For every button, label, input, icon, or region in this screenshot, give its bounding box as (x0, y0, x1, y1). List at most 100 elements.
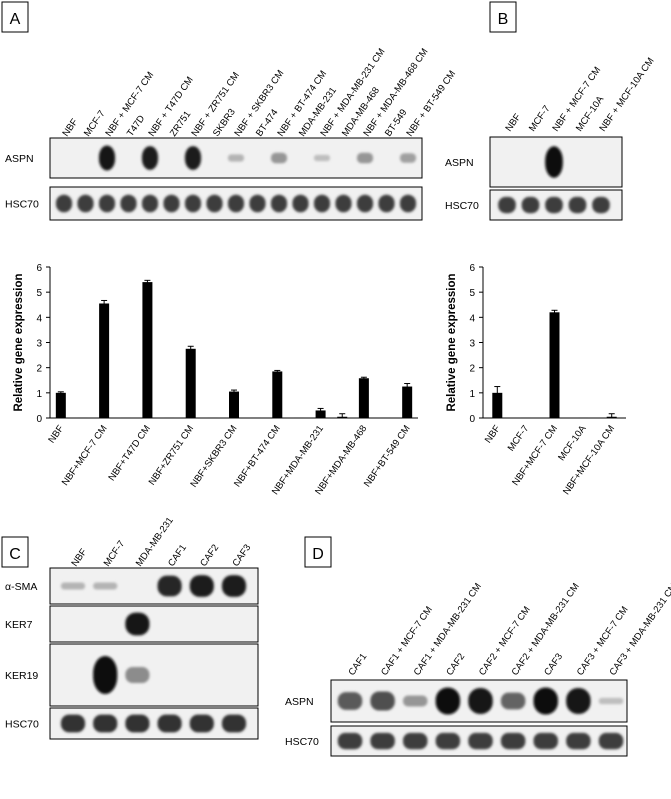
blot-band-a-row-2-lane-2 (77, 194, 94, 213)
y-tick-label-a-2: 2 (36, 364, 42, 375)
blot-row-label-c-row-4: HSC70 (5, 719, 39, 731)
lane-label-d-1: CAF1 (346, 652, 369, 678)
blot-band-c-row-4-lane-3 (125, 714, 150, 733)
y-tick-label-a-4: 4 (36, 313, 42, 324)
error-bar-a-7 (187, 345, 194, 352)
blot-row-label-a-row-2: HSC70 (5, 199, 39, 211)
error-bar-a-13 (317, 407, 324, 413)
error-bar-a-17 (404, 383, 411, 390)
blot-band-c-row-3-lane-2 (93, 655, 118, 695)
error-bar-b-5 (608, 413, 615, 418)
bar-a-12 (293, 417, 304, 419)
y-tick-label-b-0: 0 (469, 414, 475, 425)
error-bar-a-15 (360, 376, 367, 380)
y-tick-label-a-6: 6 (36, 263, 42, 274)
blot-band-a-row-1-lane-11 (270, 152, 288, 164)
panel-letter-d: D (304, 536, 332, 568)
blot-band-c-row-3-lane-3 (125, 667, 150, 683)
bar-a-2 (77, 417, 88, 419)
bar-a-9 (229, 391, 239, 418)
bar-b-4 (578, 417, 589, 419)
blot-band-d-row-2-lane-9 (598, 732, 624, 750)
lane-label-d-3: CAF1 + MDA-MB-231 CM (412, 581, 484, 678)
blot-band-a-row-1-lane-17 (399, 153, 417, 163)
bar-a-11 (272, 371, 283, 418)
lane-label-c-1: NBF (69, 547, 89, 569)
bar-a-8 (207, 417, 218, 419)
bar-a-10 (250, 417, 261, 419)
blot-band-c-row-4-lane-1 (60, 714, 86, 733)
y-tick-label-b-4: 4 (469, 313, 475, 324)
lane-label-b-1: NBF (503, 112, 523, 134)
blot-band-b-row-1-lane-3 (545, 146, 563, 178)
bar-b-1 (492, 392, 503, 418)
lane-label-c-2: MCF-7 (102, 539, 128, 569)
y-tick-label-a-0: 0 (36, 414, 42, 425)
blot-band-a-row-2-lane-15 (356, 194, 374, 213)
x-tick-label-b-5: NBF+MCF-10A CM (561, 423, 617, 497)
y-tick-label-b-2: 2 (469, 364, 475, 375)
blot-band-d-row-2-lane-6 (500, 732, 526, 750)
lane-label-a-2: MCF-7 (82, 109, 108, 139)
lane-label-d-7: CAF3 (542, 652, 565, 678)
panel-letter-a: A (1, 1, 29, 33)
blot-band-a-row-2-lane-7 (184, 194, 202, 213)
error-bar-b-3 (551, 309, 558, 315)
lane-label-d-4: CAF2 (444, 652, 467, 678)
blot-band-a-row-2-lane-13 (313, 194, 331, 213)
blot-band-a-row-1-lane-5 (141, 146, 159, 170)
bar-a-5 (142, 282, 153, 418)
bar-a-6 (164, 417, 175, 419)
blot-band-c-row-1-lane-1 (60, 582, 86, 590)
error-bar-a-9 (231, 389, 237, 394)
lane-label-b-2: MCF-7 (527, 104, 553, 134)
y-tick-label-a-1: 1 (36, 389, 42, 400)
blot-band-d-row-2-lane-7 (533, 732, 558, 750)
panel-letter-b: B (489, 1, 517, 33)
y-tick-label-a-5: 5 (36, 288, 42, 299)
blot-band-a-row-2-lane-12 (292, 194, 309, 213)
blot-band-a-row-2-lane-8 (206, 194, 223, 213)
blot-band-d-row-2-lane-3 (403, 732, 428, 750)
blot-band-d-row-2-lane-1 (337, 732, 363, 750)
error-bar-a-1 (57, 391, 64, 394)
x-tick-label-a-2: NBF+MCF-7 CM (60, 423, 110, 488)
blot-row-label-c-row-1: α-SMA (5, 581, 37, 593)
blot-band-c-row-2-lane-3 (125, 612, 150, 636)
panel-letter-b-text: B (498, 11, 509, 28)
bar-a-17 (402, 386, 413, 418)
bar-chart-panel-b: 0 1 2 3 4 5 6 Relative gene expression NBF MCF-7 N… (446, 263, 626, 497)
blot-band-a-row-1-lane-9 (227, 154, 245, 162)
blot-band-b-row-2-lane-5 (592, 196, 610, 214)
blot-band-a-row-2-lane-9 (227, 194, 245, 213)
x-tick-label-a-5: NBF+SKBR3 CM (189, 423, 240, 489)
blot-band-d-row-2-lane-8 (566, 732, 591, 750)
blot-row-label-c-row-3: KER19 (5, 670, 38, 682)
blot-band-c-row-1-lane-5 (189, 575, 214, 597)
x-tick-label-a-4: NBF+ZR751 CM (147, 423, 196, 487)
lane-label-d-6: CAF2 + MDA-MB-231 CM (510, 581, 582, 678)
lane-label-b-5: NBF + MCF-10A CM (597, 56, 656, 134)
blot-band-b-row-2-lane-3 (545, 196, 563, 214)
panel-letter-a-text: A (10, 11, 21, 28)
blot-band-a-row-2-lane-6 (163, 194, 180, 213)
y-tick-label-b-5: 5 (469, 288, 475, 299)
blot-band-d-row-1-lane-9 (598, 697, 624, 705)
blot-band-a-row-1-lane-15 (356, 152, 374, 164)
blot-band-d-row-1-lane-4 (435, 687, 461, 715)
y-tick-label-a-3: 3 (36, 339, 42, 350)
blot-row-label-b-row-2: HSC70 (445, 200, 479, 212)
bar-b-2 (520, 417, 531, 419)
y-tick-label-b-3: 3 (469, 339, 475, 350)
x-tick-label-b-1: NBF (483, 423, 503, 445)
blot-band-a-row-1-lane-7 (184, 146, 202, 170)
lane-label-c-5: CAF2 (198, 543, 221, 569)
blot-band-d-row-1-lane-2 (370, 691, 395, 711)
blot-band-a-row-2-lane-4 (120, 194, 137, 213)
lane-label-a-1: NBF (60, 117, 80, 139)
error-bar-a-11 (274, 369, 281, 373)
